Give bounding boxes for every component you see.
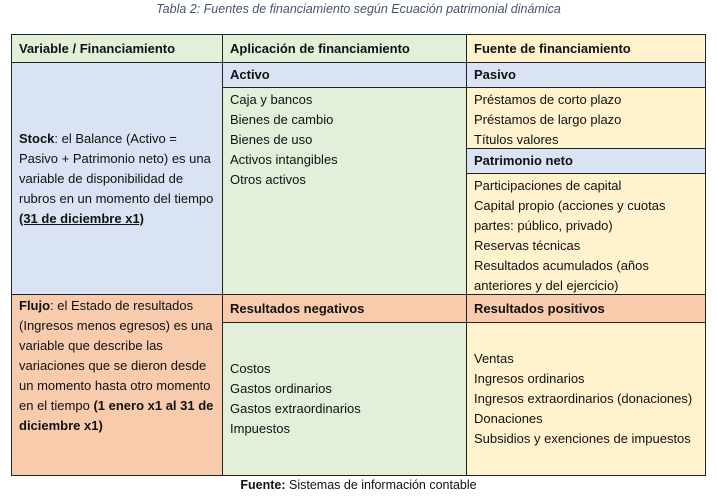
positivos-list: Ventas Ingresos ordinarios Ingresos extrao… <box>466 322 706 476</box>
negativos-list: Costos Gastos ordinarios Gastos extraordin… <box>222 322 467 476</box>
stock-cell: Stock: el Balance (Activo = Pasivo + Pat… <box>11 62 223 295</box>
stock-date: (31 de diciembre x1) <box>19 210 144 226</box>
patrimonio-list: Participaciones de capital Capital propio… <box>466 173 706 295</box>
list-item: Caja y bancos <box>230 92 313 107</box>
source-label: Fuente: <box>240 478 286 492</box>
positivos-header: Resultados positivos <box>466 294 706 323</box>
flujo-date: (1 enero x1 al 31 de diciembre x1) <box>19 398 214 433</box>
pasivo-header: Pasivo <box>466 62 706 88</box>
stock-description: Stock: el Balance (Activo = Pasivo + Pat… <box>19 129 215 229</box>
list-item: Subsidios y exenciones de impuestos <box>474 431 691 446</box>
list-item: Préstamos de corto plazo <box>474 92 622 107</box>
flujo-cell: Flujo: el Estado de resultados (Ingresos… <box>11 294 223 476</box>
source-text: Sistemas de información contable <box>285 478 477 492</box>
list-item: Bienes de cambio <box>230 112 334 127</box>
list-item: Reservas técnicas <box>474 238 581 253</box>
flujo-text: : el Estado de resultados (Ingresos meno… <box>19 298 213 413</box>
activo-list: Caja y bancos Bienes de cambio Bienes de u… <box>222 87 467 295</box>
list-item: Gastos ordinarios <box>230 381 332 396</box>
header-variable: Variable / Financiamiento <box>11 34 223 63</box>
list-item: Préstamos de largo plazo <box>474 112 622 127</box>
list-item: Resultados acumulados (años anteriores y… <box>474 258 649 293</box>
patrimonio-header: Patrimonio neto <box>466 148 706 174</box>
header-fuente: Fuente de financiamiento <box>466 34 706 63</box>
list-item: Impuestos <box>230 421 290 436</box>
list-item: Títulos valores <box>474 132 559 147</box>
list-item: Donaciones <box>474 411 543 426</box>
table-source: Fuente: Sistemas de información contable <box>0 477 717 493</box>
list-item: Participaciones de capital <box>474 178 622 193</box>
list-item: Ingresos ordinarios <box>474 371 585 386</box>
list-item: Gastos extraordinarios <box>230 401 361 416</box>
list-item: Ingresos extraordinarios (donaciones) <box>474 391 693 406</box>
list-item: Otros activos <box>230 172 306 187</box>
stock-label: Stock <box>19 130 55 146</box>
header-aplicacion: Aplicación de financiamiento <box>222 34 467 63</box>
table-caption: Tabla 2: Fuentes de financiamiento según… <box>156 2 561 16</box>
list-item: Costos <box>230 361 271 376</box>
list-item: Activos intangibles <box>230 152 338 167</box>
flujo-description: Flujo: el Estado de resultados (Ingresos… <box>19 296 215 436</box>
negativos-header: Resultados negativos <box>222 294 467 323</box>
list-item: Capital propio (acciones y cuotas partes… <box>474 198 666 233</box>
flujo-label: Flujo <box>19 298 51 313</box>
stock-text: : el Balance (Activo = Pasivo + Patrimon… <box>19 130 214 206</box>
list-item: Bienes de uso <box>230 132 313 147</box>
list-item: Ventas <box>474 351 514 366</box>
activo-header: Activo <box>222 62 467 88</box>
pasivo-list: Préstamos de corto plazo Préstamos de lar… <box>466 87 706 149</box>
